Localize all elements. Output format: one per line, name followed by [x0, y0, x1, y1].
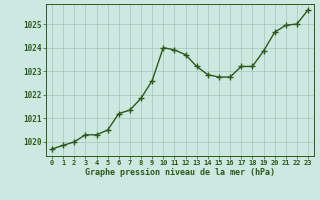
X-axis label: Graphe pression niveau de la mer (hPa): Graphe pression niveau de la mer (hPa) — [85, 168, 275, 177]
